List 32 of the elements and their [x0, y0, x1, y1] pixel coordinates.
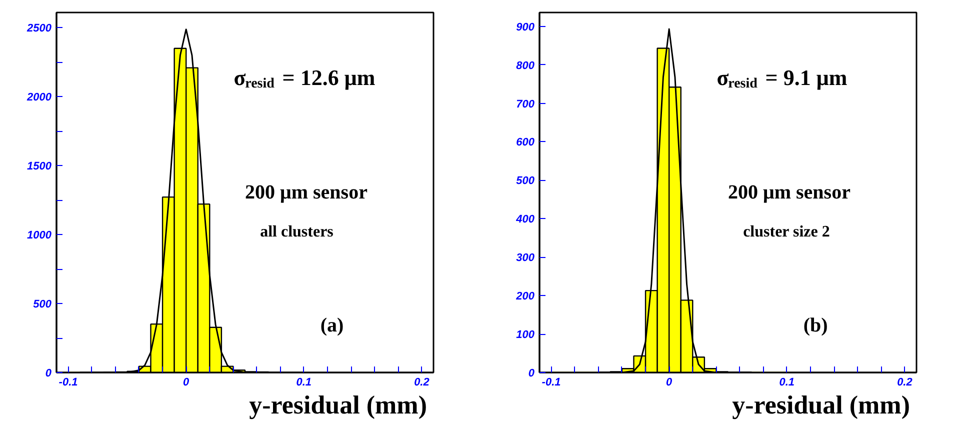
x-tick-label: 0	[183, 376, 190, 388]
y-tick-label: 400	[515, 214, 536, 226]
x-axis-title: y-residual (mm)	[249, 390, 428, 420]
y-tick-label: 800	[516, 60, 536, 72]
annotation: all clusters	[260, 224, 334, 241]
x-tick-label: 0	[666, 376, 674, 388]
x-axis-title: y-residual (mm)	[732, 390, 910, 420]
y-tick-label: 1500	[27, 160, 52, 173]
x-tick-label: -0.1	[542, 376, 561, 388]
x-tick-label: -0.1	[58, 376, 78, 388]
y-tick-label: 100	[516, 329, 536, 342]
y-tick-label: 0	[45, 368, 52, 380]
annotation: 200 μm sensor	[245, 182, 368, 204]
y-tick-label: 600	[516, 136, 536, 149]
y-tick-label: 1000	[27, 230, 52, 242]
x-tick-label: 0.1	[779, 376, 795, 388]
annotation: 200 μm sensor	[728, 182, 851, 204]
annotation: (b)	[803, 314, 828, 337]
y-tick-label: 0	[528, 368, 536, 380]
y-tick-label: 200	[515, 290, 536, 303]
x-tick-label: 0.2	[414, 376, 430, 388]
y-tick-label: 500	[516, 175, 536, 188]
y-tick-label: 2000	[26, 92, 52, 104]
annotation: (a)	[320, 314, 344, 337]
y-tick-label: 700	[516, 98, 536, 110]
x-tick-label: 0.2	[897, 376, 912, 388]
y-tick-label: 2500	[26, 22, 52, 35]
x-tick-label: 0.1	[296, 376, 312, 388]
y-tick-label: 900	[516, 21, 536, 34]
annotation: cluster size 2	[743, 224, 830, 241]
y-tick-label: 500	[33, 298, 52, 311]
y-tick-label: 300	[516, 252, 536, 264]
